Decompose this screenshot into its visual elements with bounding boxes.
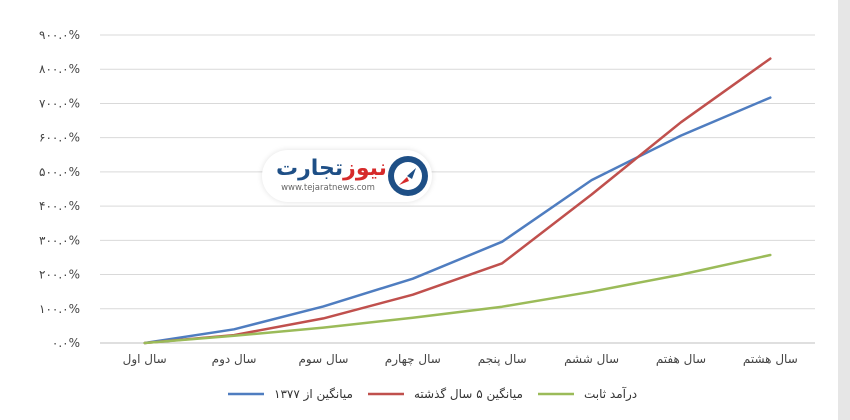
legend-label: میانگین ۵ سال گذشته [414, 387, 523, 402]
x-tick-label: سال سوم [298, 352, 348, 367]
series-line [143, 57, 772, 345]
y-tick-label: ۱۰۰.۰% [39, 302, 80, 316]
x-tick-label: سال هشتم [743, 352, 798, 366]
y-tick-label: ۵۰۰.۰% [39, 165, 80, 179]
y-tick-label: ۰.۰% [52, 336, 80, 350]
x-tick-label: سال هفتم [656, 352, 706, 366]
x-tick-label: سال ششم [564, 352, 619, 366]
series-line [143, 96, 772, 345]
y-axis-tick-labels: ۰.۰% ۱۰۰.۰% ۲۰۰.۰% ۳۰۰.۰% ۴۰۰.۰% ۵۰۰.۰% ۶۰۰.۰%… [39, 28, 80, 350]
legend-label: میانگین از ۱۳۷۷ [274, 387, 353, 402]
y-tick-label: ۲۰۰.۰% [39, 268, 80, 282]
gridlines [100, 34, 815, 344]
y-tick-label: ۷۰۰.۰% [39, 96, 80, 110]
watermark-url: www.tejaratnews.com [281, 183, 375, 193]
series-lines [143, 57, 772, 345]
x-tick-label: سال چهارم [385, 352, 441, 367]
watermark-brand-name: نیوزتجارت [276, 156, 387, 181]
x-tick-label: سال پنجم [478, 352, 527, 366]
tejaratnews-logo-icon [388, 156, 428, 196]
x-tick-label: سال دوم [212, 352, 257, 367]
legend: میانگین از ۱۳۷۷ میانگین ۵ سال گذشته درآمد … [228, 386, 637, 402]
y-tick-label: ۸۰۰.۰% [39, 62, 80, 76]
x-tick-label: سال اول [123, 352, 167, 367]
y-tick-label: ۶۰۰.۰% [39, 131, 80, 145]
y-tick-label: ۳۰۰.۰% [39, 233, 80, 247]
page-edge [838, 0, 850, 420]
legend-label: درآمد ثابت [584, 386, 637, 402]
y-tick-label: ۹۰۰.۰% [39, 28, 80, 42]
series-line [143, 253, 772, 345]
y-tick-label: ۴۰۰.۰% [39, 199, 80, 213]
tejaratnews-watermark: نیوزتجارت www.tejaratnews.com [262, 150, 432, 202]
x-axis-tick-labels: سال اول سال دوم سال سوم سال چهارم سال پنجم سا… [123, 352, 798, 367]
